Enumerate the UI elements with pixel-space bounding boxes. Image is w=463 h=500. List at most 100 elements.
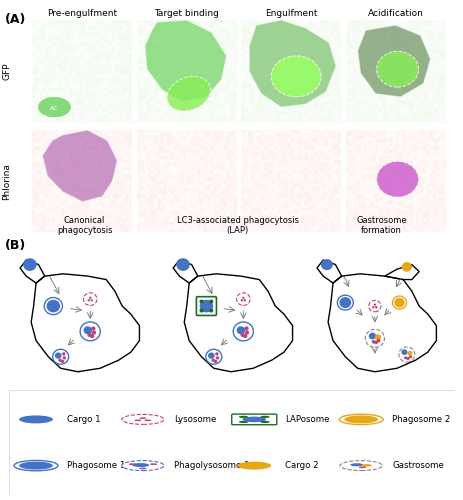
Ellipse shape <box>376 162 418 197</box>
Circle shape <box>121 460 164 470</box>
Circle shape <box>392 296 406 309</box>
Circle shape <box>91 326 95 330</box>
Circle shape <box>237 462 270 469</box>
Circle shape <box>207 352 214 359</box>
Circle shape <box>244 326 248 330</box>
Text: Canonical
phagocytosis: Canonical phagocytosis <box>57 216 112 236</box>
Circle shape <box>360 464 371 466</box>
Circle shape <box>243 299 245 302</box>
Ellipse shape <box>38 97 71 117</box>
Text: Phagosome 2: Phagosome 2 <box>392 415 450 424</box>
Circle shape <box>139 418 146 419</box>
Text: (A): (A) <box>5 12 26 26</box>
Circle shape <box>244 330 249 334</box>
Circle shape <box>89 296 91 299</box>
Circle shape <box>260 416 269 418</box>
Circle shape <box>368 300 380 312</box>
Text: (B): (B) <box>5 239 26 252</box>
Ellipse shape <box>167 76 210 111</box>
Circle shape <box>243 334 247 338</box>
Circle shape <box>209 300 213 304</box>
Text: Pre-engulfment: Pre-engulfment <box>47 8 117 18</box>
Circle shape <box>80 322 100 341</box>
Circle shape <box>373 304 375 306</box>
Text: Engulfment: Engulfment <box>264 8 317 18</box>
FancyBboxPatch shape <box>196 296 216 316</box>
Circle shape <box>407 351 412 356</box>
Circle shape <box>238 416 248 418</box>
Circle shape <box>176 258 189 271</box>
Text: Cargo 2: Cargo 2 <box>285 461 319 470</box>
Circle shape <box>344 416 377 424</box>
Circle shape <box>358 466 365 468</box>
Circle shape <box>240 299 243 302</box>
Circle shape <box>55 352 62 359</box>
Polygon shape <box>144 20 226 102</box>
Circle shape <box>364 330 384 347</box>
Circle shape <box>53 350 69 364</box>
Circle shape <box>242 296 244 299</box>
Circle shape <box>374 334 380 340</box>
Text: Phlorina: Phlorina <box>2 163 11 200</box>
Circle shape <box>337 295 352 310</box>
Circle shape <box>132 463 149 467</box>
Circle shape <box>63 356 66 360</box>
Circle shape <box>128 464 136 465</box>
Circle shape <box>242 416 266 422</box>
Circle shape <box>23 258 37 271</box>
Text: GFP: GFP <box>2 62 11 80</box>
Circle shape <box>134 420 141 421</box>
Circle shape <box>236 293 250 306</box>
Text: Phagolysosome 1: Phagolysosome 1 <box>174 461 249 470</box>
Circle shape <box>368 332 375 340</box>
Circle shape <box>62 352 65 356</box>
Circle shape <box>206 350 221 364</box>
Ellipse shape <box>270 56 320 97</box>
Text: Gastrosome: Gastrosome <box>392 461 443 470</box>
Circle shape <box>213 360 217 363</box>
Text: LAPosome: LAPosome <box>285 415 329 424</box>
Circle shape <box>150 464 157 465</box>
Circle shape <box>376 339 380 342</box>
Text: Cargo 1: Cargo 1 <box>67 415 100 424</box>
Text: LC3-associated phagocytosis
(LAP): LC3-associated phagocytosis (LAP) <box>176 216 298 236</box>
Circle shape <box>61 360 64 363</box>
Text: Acidification: Acidification <box>367 8 423 18</box>
Circle shape <box>19 462 53 469</box>
Text: AC: AC <box>50 106 58 111</box>
Circle shape <box>373 340 377 344</box>
Circle shape <box>121 414 164 424</box>
Text: MΦ: MΦ <box>71 50 83 56</box>
Circle shape <box>338 414 382 424</box>
Circle shape <box>260 421 269 423</box>
Circle shape <box>401 262 411 272</box>
Circle shape <box>406 357 409 360</box>
Circle shape <box>58 358 62 362</box>
Text: Lysosome: Lysosome <box>174 415 216 424</box>
Circle shape <box>238 421 248 423</box>
Ellipse shape <box>376 52 418 87</box>
Circle shape <box>215 356 219 360</box>
Circle shape <box>339 460 382 470</box>
Circle shape <box>14 460 58 471</box>
FancyBboxPatch shape <box>231 414 276 424</box>
Circle shape <box>46 300 60 312</box>
Circle shape <box>371 306 374 308</box>
Circle shape <box>403 356 407 360</box>
Circle shape <box>199 300 213 312</box>
Text: Gastrosome
formation: Gastrosome formation <box>356 216 406 236</box>
Circle shape <box>90 334 94 338</box>
Circle shape <box>339 297 350 308</box>
Circle shape <box>215 352 218 356</box>
Circle shape <box>90 299 93 302</box>
Circle shape <box>209 308 213 312</box>
Polygon shape <box>249 20 335 107</box>
Polygon shape <box>357 25 430 97</box>
Circle shape <box>199 308 203 312</box>
Circle shape <box>374 306 377 308</box>
Circle shape <box>83 293 97 306</box>
Circle shape <box>371 340 375 344</box>
Circle shape <box>144 420 151 421</box>
Text: Phagosome 1: Phagosome 1 <box>67 461 125 470</box>
Text: Target binding: Target binding <box>154 8 219 18</box>
